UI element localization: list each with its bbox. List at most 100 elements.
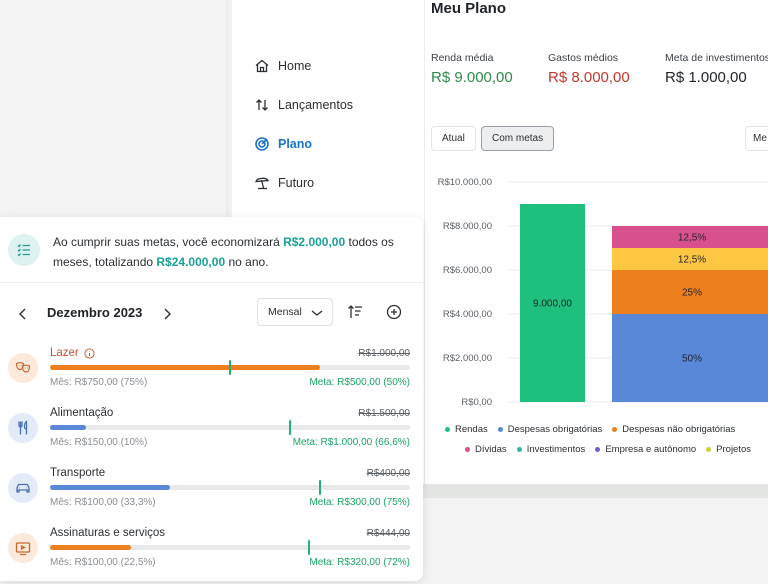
tab-com-metas[interactable]: Com metas — [481, 126, 555, 151]
category-progress-fill — [50, 545, 131, 550]
chart-y-tick-label: R$0,00 — [461, 397, 492, 408]
metric-label: Gastos médios — [548, 52, 619, 64]
category-progress-track — [50, 540, 410, 555]
tab-atual[interactable]: Atual — [431, 126, 476, 151]
sort-icon[interactable] — [347, 304, 363, 320]
banner-icon-circle — [8, 234, 40, 266]
category-name: Assinaturas e serviços — [50, 527, 165, 539]
legend-swatch — [595, 447, 601, 452]
car-icon — [16, 483, 30, 493]
chart-bar-segment — [612, 248, 768, 270]
category-progress-fill — [50, 425, 86, 430]
arrows-updown-icon — [256, 99, 268, 111]
month-navigation: Dezembro 2023 Mensal — [0, 283, 423, 343]
chart-bar-segment — [612, 314, 768, 402]
legend-swatch — [706, 447, 712, 452]
legend-swatch — [516, 447, 522, 452]
category-total: R$1.000,00 — [358, 348, 410, 359]
category-total: R$444,00 — [366, 528, 410, 539]
period-select-value: Mensal — [268, 306, 302, 318]
sidebar-item-label: Plano — [278, 137, 313, 151]
legend-label: Dívidas — [475, 444, 507, 455]
category-total: R$1.500,00 — [358, 408, 410, 419]
category-progress-track — [50, 360, 410, 375]
chevron-down-icon — [311, 310, 323, 316]
category-spent: Mês: R$100,00 (22,5%) — [50, 557, 156, 568]
category-row-alimentacao[interactable]: Alimentação R$1.500,00 Mês: R$150,00 (10… — [0, 405, 423, 465]
legend-label: Despesas não obrigatórias — [622, 424, 736, 435]
category-goal-marker — [229, 360, 231, 375]
category-icon-circle — [8, 533, 38, 563]
legend-label: Empresa e autônomo — [605, 444, 697, 455]
chart-bar-segment — [612, 226, 768, 248]
chart-y-tick-label: R$8.000,00 — [443, 221, 492, 232]
goals-card: Ao cumprir suas metas, você economizará … — [0, 217, 423, 581]
chart-y-tick-label: R$4.000,00 — [443, 309, 492, 320]
category-row-lazer[interactable]: Lazer R$1.000,00 Mês: R$750,00 (75%) Met… — [0, 345, 423, 405]
category-name-text: Lazer — [50, 347, 79, 359]
category-name-text: Alimentação — [50, 407, 114, 419]
savings-banner: Ao cumprir suas metas, você economizará … — [0, 217, 423, 283]
category-name-text: Assinaturas e serviços — [50, 527, 166, 539]
category-name: Transporte — [50, 467, 105, 479]
category-goal: Meta: R$320,00 (72%) — [309, 557, 410, 568]
chart-y-tick-label: R$10.000,00 — [438, 177, 492, 188]
category-icon-circle — [8, 473, 38, 503]
category-icon-circle — [8, 413, 38, 443]
page-title: Meu Plano — [431, 0, 507, 17]
tv-icon — [15, 542, 31, 556]
cut-off-button[interactable]: Me — [745, 126, 768, 151]
category-total: R$400,00 — [366, 468, 410, 479]
metric-renda-media: Renda média R$ 9.000,00 — [431, 52, 513, 86]
yearly-savings-amount: R$24.000,00 — [156, 255, 226, 269]
home-icon — [255, 59, 269, 73]
metric-value: R$ 8.000,00 — [548, 69, 630, 86]
sidebar-item-home[interactable]: Home — [254, 58, 311, 74]
chart-y-tick-label: R$2.000,00 — [443, 353, 492, 364]
legend-label: Rendas — [455, 424, 488, 435]
category-goal-marker — [319, 480, 321, 495]
prev-month-button[interactable] — [16, 307, 30, 321]
legend-swatch — [612, 427, 618, 432]
category-goal-marker — [288, 420, 291, 435]
legend-item: Projetos — [706, 444, 751, 455]
sidebar-item-plano[interactable]: Plano — [254, 136, 312, 152]
savings-message: Ao cumprir suas metas, você economizará … — [53, 232, 413, 272]
category-row-transporte[interactable]: Transporte R$400,00 Mês: R$100,00 (33,3%… — [0, 465, 423, 525]
banner-text-part: no ano. — [225, 255, 269, 269]
chart-legend-row-2: Dívidas Investimentos Empresa e autônomo Pr… — [465, 444, 751, 455]
legend-item: Despesas não obrigatórias — [612, 424, 735, 435]
legend-item: Despesas obrigatórias — [497, 424, 602, 435]
category-progress-track — [50, 480, 410, 495]
metric-label: Renda média — [431, 52, 494, 64]
legend-item: Rendas — [445, 424, 488, 435]
sidebar-item-lancamentos[interactable]: Lançamentos — [254, 97, 353, 113]
category-spent: Mês: R$100,00 (33,3%) — [50, 497, 156, 508]
next-month-button[interactable] — [160, 307, 174, 321]
sidebar-item-label: Home — [278, 59, 312, 73]
metric-label: Meta de investimentos — [665, 52, 768, 64]
category-goal: Meta: R$300,00 (75%) — [309, 497, 410, 508]
chart-legend-row-1: Rendas Despesas obrigatórias Despesas não … — [445, 424, 735, 435]
legend-item: Dívidas — [465, 444, 507, 455]
period-select[interactable]: Mensal — [257, 298, 333, 326]
chart-data-label: 12,5% — [678, 233, 706, 244]
category-goal: Meta: R$1.000,00 (66,6%) — [292, 437, 410, 448]
sidebar-item-label: Lançamentos — [278, 98, 354, 112]
info-icon[interactable] — [84, 347, 95, 359]
chart-data-label: 9.000,00 — [533, 299, 572, 310]
category-progress-track — [50, 420, 410, 435]
sidebar-divider — [424, 0, 425, 484]
sidebar-item-label: Futuro — [278, 176, 315, 190]
chevron-left-icon — [19, 308, 26, 320]
category-name: Alimentação — [50, 407, 113, 419]
sidebar-item-futuro[interactable]: Futuro — [254, 175, 314, 191]
metric-value: R$ 9.000,00 — [431, 69, 513, 86]
category-progress-fill — [50, 365, 320, 370]
chevron-right-icon — [164, 308, 171, 320]
fork-knife-icon — [18, 420, 28, 435]
category-row-assinaturas[interactable]: Assinaturas e serviços R$444,00 Mês: R$1… — [0, 525, 423, 584]
category-goal: Meta: R$500,00 (50%) — [309, 377, 410, 388]
add-circle-icon[interactable] — [386, 304, 402, 320]
chart-data-label: 50% — [682, 354, 702, 365]
